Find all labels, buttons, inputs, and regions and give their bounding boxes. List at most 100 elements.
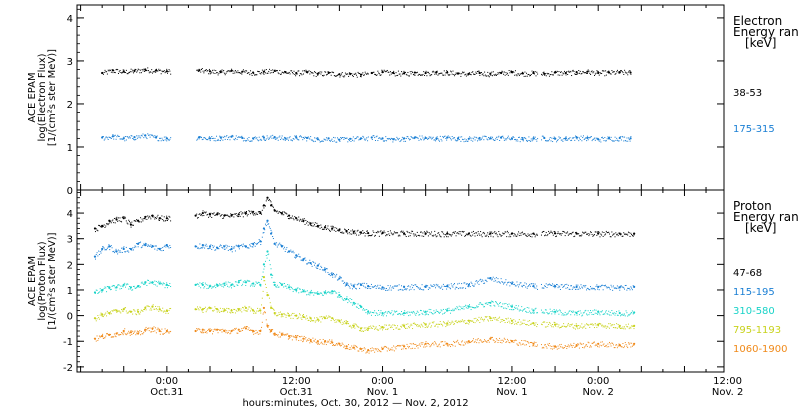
series-dot-175-315 — [166, 140, 168, 142]
series-dot-38-53 — [551, 71, 553, 73]
series-dot-38-53 — [150, 71, 152, 73]
series-dot-310-580 — [525, 310, 527, 312]
series-dot-795-1193 — [598, 322, 600, 324]
series-dot-38-53 — [359, 75, 361, 77]
series-dot-175-315 — [303, 138, 305, 140]
series-dot-310-580 — [373, 312, 375, 314]
series-dot-38-53 — [311, 72, 313, 74]
series-dot-38-53 — [559, 74, 561, 76]
series-dot-115-195 — [352, 284, 354, 286]
series-dot-1060-1900 — [161, 328, 163, 330]
series-dot-1060-1900 — [169, 331, 171, 333]
series-dot-115-195 — [261, 236, 263, 238]
series-dot-1060-1900 — [206, 332, 208, 334]
series-dot-175-315 — [314, 140, 316, 142]
series-dot-38-53 — [628, 70, 630, 72]
series-dot-310-580 — [608, 310, 610, 312]
series-dot-38-53 — [234, 72, 236, 74]
series-dot-115-195 — [234, 250, 236, 252]
series-dot-47-68 — [269, 200, 271, 202]
data-point-115-195 — [262, 227, 266, 230]
series-dot-310-580 — [609, 311, 611, 313]
series-dot-310-580 — [556, 311, 558, 313]
series-dot-47-68 — [309, 223, 311, 225]
series-dot-47-68 — [456, 232, 458, 234]
series-dot-1060-1900 — [360, 348, 362, 350]
series-dot-795-1193 — [168, 309, 170, 311]
series-dot-795-1193 — [601, 324, 603, 326]
series-dot-795-1193 — [332, 317, 334, 319]
series-dot-795-1193 — [143, 308, 145, 310]
series-dot-115-195 — [545, 283, 547, 285]
series-dot-1060-1900 — [569, 345, 571, 347]
series-dot-175-315 — [413, 138, 415, 140]
series-dot-795-1193 — [117, 310, 119, 312]
series-dot-38-53 — [266, 72, 268, 74]
series-dot-47-68 — [525, 234, 527, 236]
series-dot-38-53 — [115, 69, 117, 71]
series-dot-1060-1900 — [307, 339, 309, 341]
series-dot-115-195 — [378, 287, 380, 289]
series-dot-795-1193 — [525, 324, 527, 326]
series-dot-115-195 — [261, 241, 263, 243]
series-dot-38-53 — [224, 74, 226, 76]
series-dot-115-195 — [306, 263, 308, 265]
series-dot-1060-1900 — [560, 343, 562, 345]
series-dot-38-53 — [398, 73, 400, 75]
series-dot-115-195 — [297, 255, 299, 257]
series-dot-115-195 — [396, 285, 398, 287]
series-dot-1060-1900 — [238, 331, 240, 333]
series-dot-1060-1900 — [489, 338, 491, 340]
series-dot-47-68 — [407, 231, 409, 233]
series-dot-1060-1900 — [441, 341, 443, 343]
series-dot-310-580 — [277, 286, 279, 288]
series-dot-175-315 — [351, 138, 353, 140]
series-dot-175-315 — [446, 137, 448, 139]
series-dot-310-580 — [363, 309, 365, 311]
series-dot-310-580 — [632, 313, 634, 315]
series-dot-115-195 — [382, 288, 384, 290]
series-dot-175-315 — [267, 137, 269, 139]
series-dot-310-580 — [268, 259, 270, 261]
series-dot-795-1193 — [336, 319, 338, 321]
series-dot-115-195 — [239, 245, 241, 247]
series-dot-310-580 — [314, 292, 316, 294]
series-dot-310-580 — [502, 303, 504, 305]
series-dot-38-53 — [321, 75, 323, 77]
series-dot-38-53 — [465, 73, 467, 75]
series-dot-115-195 — [385, 287, 387, 289]
series-dot-1060-1900 — [128, 332, 130, 334]
series-dot-38-53 — [122, 69, 124, 71]
series-dot-115-195 — [435, 287, 437, 289]
series-dot-795-1193 — [574, 328, 576, 330]
series-dot-1060-1900 — [201, 331, 203, 333]
data-point-115-195 — [93, 255, 97, 258]
series-dot-1060-1900 — [283, 334, 285, 336]
series-dot-47-68 — [508, 236, 510, 238]
series-dot-38-53 — [414, 74, 416, 76]
series-dot-38-53 — [412, 71, 414, 73]
series-dot-38-53 — [223, 69, 225, 71]
series-dot-115-195 — [223, 248, 225, 250]
series-dot-1060-1900 — [322, 338, 324, 340]
series-dot-310-580 — [154, 280, 156, 282]
series-dot-47-68 — [556, 233, 558, 235]
series-dot-47-68 — [360, 231, 362, 233]
series-dot-795-1193 — [203, 308, 205, 310]
series-dot-1060-1900 — [527, 341, 529, 343]
series-dot-310-580 — [267, 254, 269, 256]
series-dot-115-195 — [397, 289, 399, 291]
series-dot-175-315 — [586, 135, 588, 137]
series-dot-175-315 — [402, 138, 404, 140]
series-dot-115-195 — [530, 283, 532, 285]
series-dot-795-1193 — [519, 324, 521, 326]
series-dot-115-195 — [203, 244, 205, 246]
series-dot-795-1193 — [278, 312, 280, 314]
series-dot-310-580 — [591, 313, 593, 315]
series-dot-38-53 — [598, 74, 600, 76]
series-dot-310-580 — [458, 305, 460, 307]
series-dot-175-315 — [307, 136, 309, 138]
series-dot-1060-1900 — [467, 342, 469, 344]
series-dot-47-68 — [310, 224, 312, 226]
series-dot-175-315 — [391, 138, 393, 140]
